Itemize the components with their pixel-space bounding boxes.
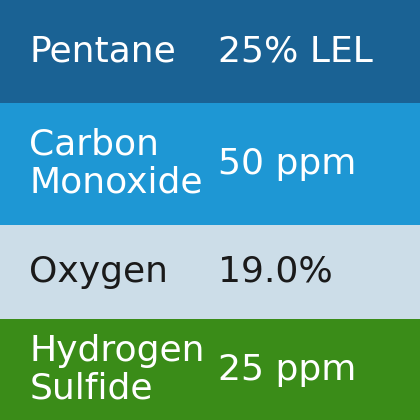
Bar — [0, 319, 420, 420]
Text: Hydrogen
Sulfide: Hydrogen Sulfide — [29, 333, 205, 406]
Bar — [0, 225, 420, 319]
Bar — [0, 103, 420, 225]
Text: 25% LEL: 25% LEL — [218, 34, 373, 68]
Text: 50 ppm: 50 ppm — [218, 147, 357, 181]
Text: 25 ppm: 25 ppm — [218, 353, 357, 386]
Text: 19.0%: 19.0% — [218, 255, 333, 289]
Text: Pentane: Pentane — [29, 34, 176, 68]
Bar — [0, 0, 420, 103]
Text: Carbon
Monoxide: Carbon Monoxide — [29, 128, 203, 200]
Text: Oxygen: Oxygen — [29, 255, 168, 289]
